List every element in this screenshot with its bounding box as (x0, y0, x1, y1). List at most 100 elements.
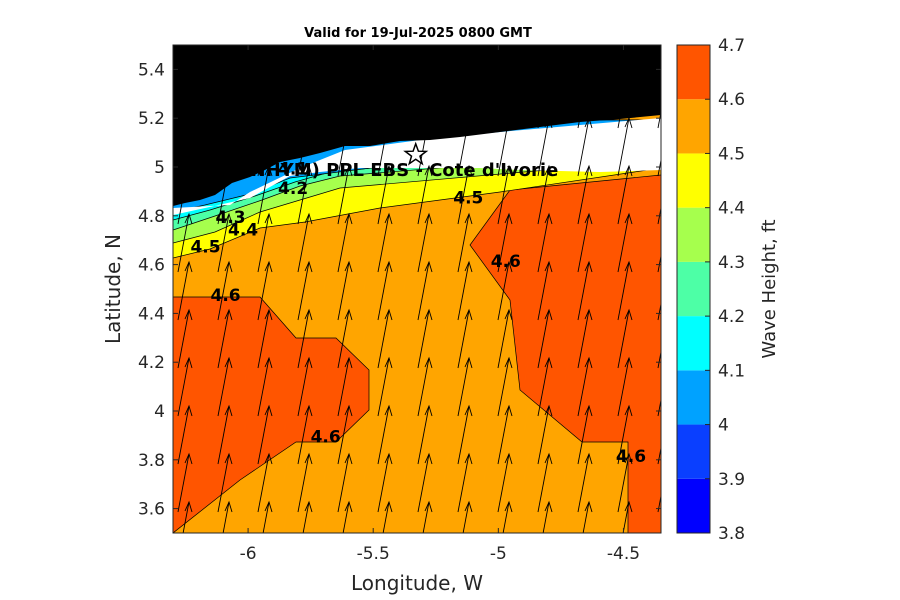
wave-arrow-head (184, 452, 193, 465)
y-axis-label: Latitude, N (101, 234, 125, 344)
wave-arrow (617, 261, 630, 321)
wave-arrow-head (264, 68, 273, 81)
wave-arrow-head (384, 308, 393, 321)
wave-arrow (177, 357, 190, 417)
colorbar-swatch (677, 316, 710, 371)
wave-arrow (297, 69, 310, 129)
wave-arrow (457, 117, 470, 177)
wave-arrow-head (665, 118, 672, 128)
wave-arrow-head (665, 454, 672, 464)
wave-arrow-head (504, 212, 513, 225)
contour-label: 4.4 (228, 220, 258, 240)
wave-arrow-head (224, 116, 233, 129)
wave-arrow-head (304, 308, 313, 321)
wave-arrow-head (544, 68, 553, 81)
wave-arrow (457, 165, 470, 225)
wave-arrow (177, 453, 190, 513)
wave-arrow-head (504, 260, 513, 273)
wave-arrow-head (665, 406, 672, 416)
wave-arrow (542, 501, 550, 533)
wave-arrow-head (544, 116, 553, 129)
site-label: (ONHYM) PPL EBS - Cote d'Ivorie (227, 160, 558, 181)
wave-arrow-head (464, 260, 473, 273)
wave-arrow (337, 117, 350, 177)
wave-arrow-head (344, 260, 353, 273)
wave-arrow-head (665, 70, 672, 80)
wave-arrow-head (584, 500, 593, 513)
wave-arrow (617, 357, 630, 417)
wave-arrow (177, 261, 190, 321)
wave-arrow (577, 357, 590, 417)
wave-arrow (297, 405, 310, 465)
wave-arrow (297, 453, 310, 513)
y-tick-label: 5.2 (138, 109, 165, 129)
wave-arrow-head (184, 164, 193, 177)
colorbar-tick-label: 3.8 (718, 524, 745, 544)
wave-arrow-head (224, 452, 233, 465)
colorbar-swatch (677, 207, 710, 262)
wave-arrow (537, 117, 550, 177)
wave-arrow-head (504, 404, 513, 417)
x-tick-label: -5 (490, 544, 507, 564)
contour-label: 4.6 (491, 252, 521, 272)
y-tick-label: 5 (154, 158, 165, 178)
wave-arrow-head (665, 262, 672, 272)
wave-arrow (377, 453, 390, 513)
contour-region-west-4.6 (173, 296, 370, 533)
wave-arrow-head (624, 68, 633, 81)
wave-arrow (217, 213, 230, 273)
wave-arrow (297, 261, 310, 321)
wave-arrow-head (544, 500, 553, 513)
wave-arrow-head (544, 404, 553, 417)
colorbar-tick-label: 4.4 (718, 199, 745, 219)
wave-arrow (497, 261, 510, 321)
wave-arrow (337, 213, 350, 273)
wave-arrow (337, 453, 350, 513)
y-tick-label: 4.4 (138, 304, 165, 324)
wave-arrow-head (264, 308, 273, 321)
wave-arrow (457, 405, 470, 465)
wave-arrow (577, 309, 590, 369)
wave-arrow (537, 405, 550, 465)
colorbar-border (676, 44, 711, 534)
wave-arrow (537, 357, 550, 417)
wave-arrow (497, 165, 510, 225)
wave-arrow (297, 309, 310, 369)
wave-arrow-head (344, 308, 353, 321)
colorbar-swatch (677, 478, 710, 533)
wave-arrow (417, 453, 430, 513)
wave-arrow (582, 501, 590, 533)
wave-arrow (257, 261, 270, 321)
wave-arrow-head (424, 308, 433, 321)
wave-arrow-head (224, 164, 233, 177)
wave-arrow (457, 453, 470, 513)
wave-arrow (497, 213, 510, 273)
colorbar-swatch (677, 45, 710, 100)
wave-arrow-head (304, 68, 313, 81)
wave-arrow-head (544, 164, 553, 177)
wave-arrow-head (264, 404, 273, 417)
contour-label: 4.5 (190, 237, 220, 257)
wave-arrow (502, 501, 510, 533)
wave-arrow-head (584, 68, 593, 81)
wave-arrow (537, 261, 550, 321)
wave-arrow-head (184, 68, 193, 81)
wave-arrow-head (584, 212, 593, 225)
y-tick-label: 4.2 (138, 353, 165, 373)
wave-arrow-head (584, 260, 593, 273)
wave-arrow-head (344, 452, 353, 465)
wave-arrow-head (384, 356, 393, 369)
wave-arrow-head (224, 308, 233, 321)
wave-arrow (617, 309, 630, 369)
wave-arrow-head (544, 356, 553, 369)
x-tick-label: -4.5 (607, 544, 640, 564)
wave-arrow-head (264, 452, 273, 465)
wave-arrow (617, 117, 630, 177)
wave-arrow (497, 309, 510, 369)
wave-arrow-head (624, 164, 633, 177)
wave-arrow-head (624, 500, 633, 513)
chart-title: Valid for 19-Jul-2025 0800 GMT (304, 26, 532, 41)
wave-arrow (257, 117, 270, 177)
wave-arrow-head (584, 116, 593, 129)
wave-arrow (657, 301, 661, 321)
